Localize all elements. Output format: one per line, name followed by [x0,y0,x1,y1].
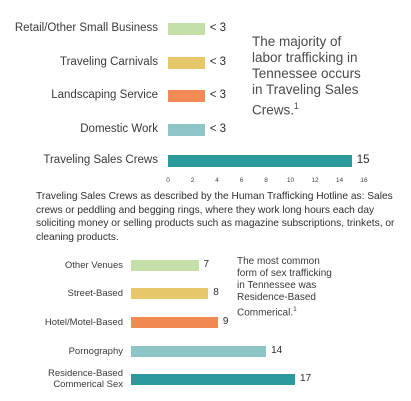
labor-value-domestic-work: < 3 [209,123,227,135]
labor-bar-retail-other-small-business [168,23,205,35]
labor-category-retail-other-small-business: Retail/Other Small Business [14,22,158,34]
labor-category-traveling-sales-crews: Traveling Sales Crews [43,154,158,166]
sex-value-street-based: 8 [213,287,219,298]
sex-bar-pornography [131,346,267,357]
labor-annotation: The majority of labor trafficking in Ten… [252,34,361,118]
labor-x-tick: 16 [360,177,368,184]
sex-annotation: The most common form of sex trafficking … [237,256,332,319]
sex-category-street-based: Street-Based [67,288,123,299]
labor-x-tick: 2 [190,177,195,184]
labor-value-landscaping-service: < 3 [209,89,227,101]
sex-bar-street-based [131,288,209,299]
labor-value-traveling-carnivals: < 3 [209,56,227,68]
sales-crews-description: Traveling Sales Crews as described by th… [36,191,395,243]
labor-x-tick: 4 [215,177,219,184]
sex-value-hotel-motel-based: 9 [222,316,229,327]
labor-value-retail-other-small-business: < 3 [209,22,227,34]
labor-x-tick: 14 [335,177,344,184]
labor-x-tick: 6 [239,177,244,184]
sex-category-pornography: Pornography [68,346,123,357]
labor-bar-domestic-work [168,124,205,136]
labor-x-tick: 10 [286,177,295,184]
labor-bar-landscaping-service [168,90,205,102]
labor-x-tick: 12 [311,177,319,184]
sex-bar-hotel-motel-based [131,317,218,328]
labor-category-domestic-work: Domestic Work [80,123,158,135]
sex-value-other-venues: 7 [203,259,210,270]
labor-bar-traveling-sales-crews [168,155,352,167]
labor-x-tick: 0 [166,177,170,184]
labor-value-traveling-sales-crews: 15 [356,154,370,166]
labor-category-traveling-carnivals: Traveling Carnivals [60,56,158,68]
sex-category-other-venues: Other Venues [64,260,123,271]
sex-category-residence-based-commerical-sex: Residence-Based Commerical Sex [48,368,123,390]
labor-x-tick: 8 [264,177,268,184]
sex-bar-residence-based-commerical-sex [131,374,296,385]
labor-bar-traveling-carnivals [168,57,205,69]
sex-value-residence-based-commerical-sex: 17 [300,373,312,384]
labor-category-landscaping-service: Landscaping Service [51,89,158,101]
sex-value-pornography: 14 [271,345,283,356]
sex-category-hotel-motel-based: Hotel/Motel-Based [44,317,123,328]
sex-bar-other-venues [131,260,199,271]
